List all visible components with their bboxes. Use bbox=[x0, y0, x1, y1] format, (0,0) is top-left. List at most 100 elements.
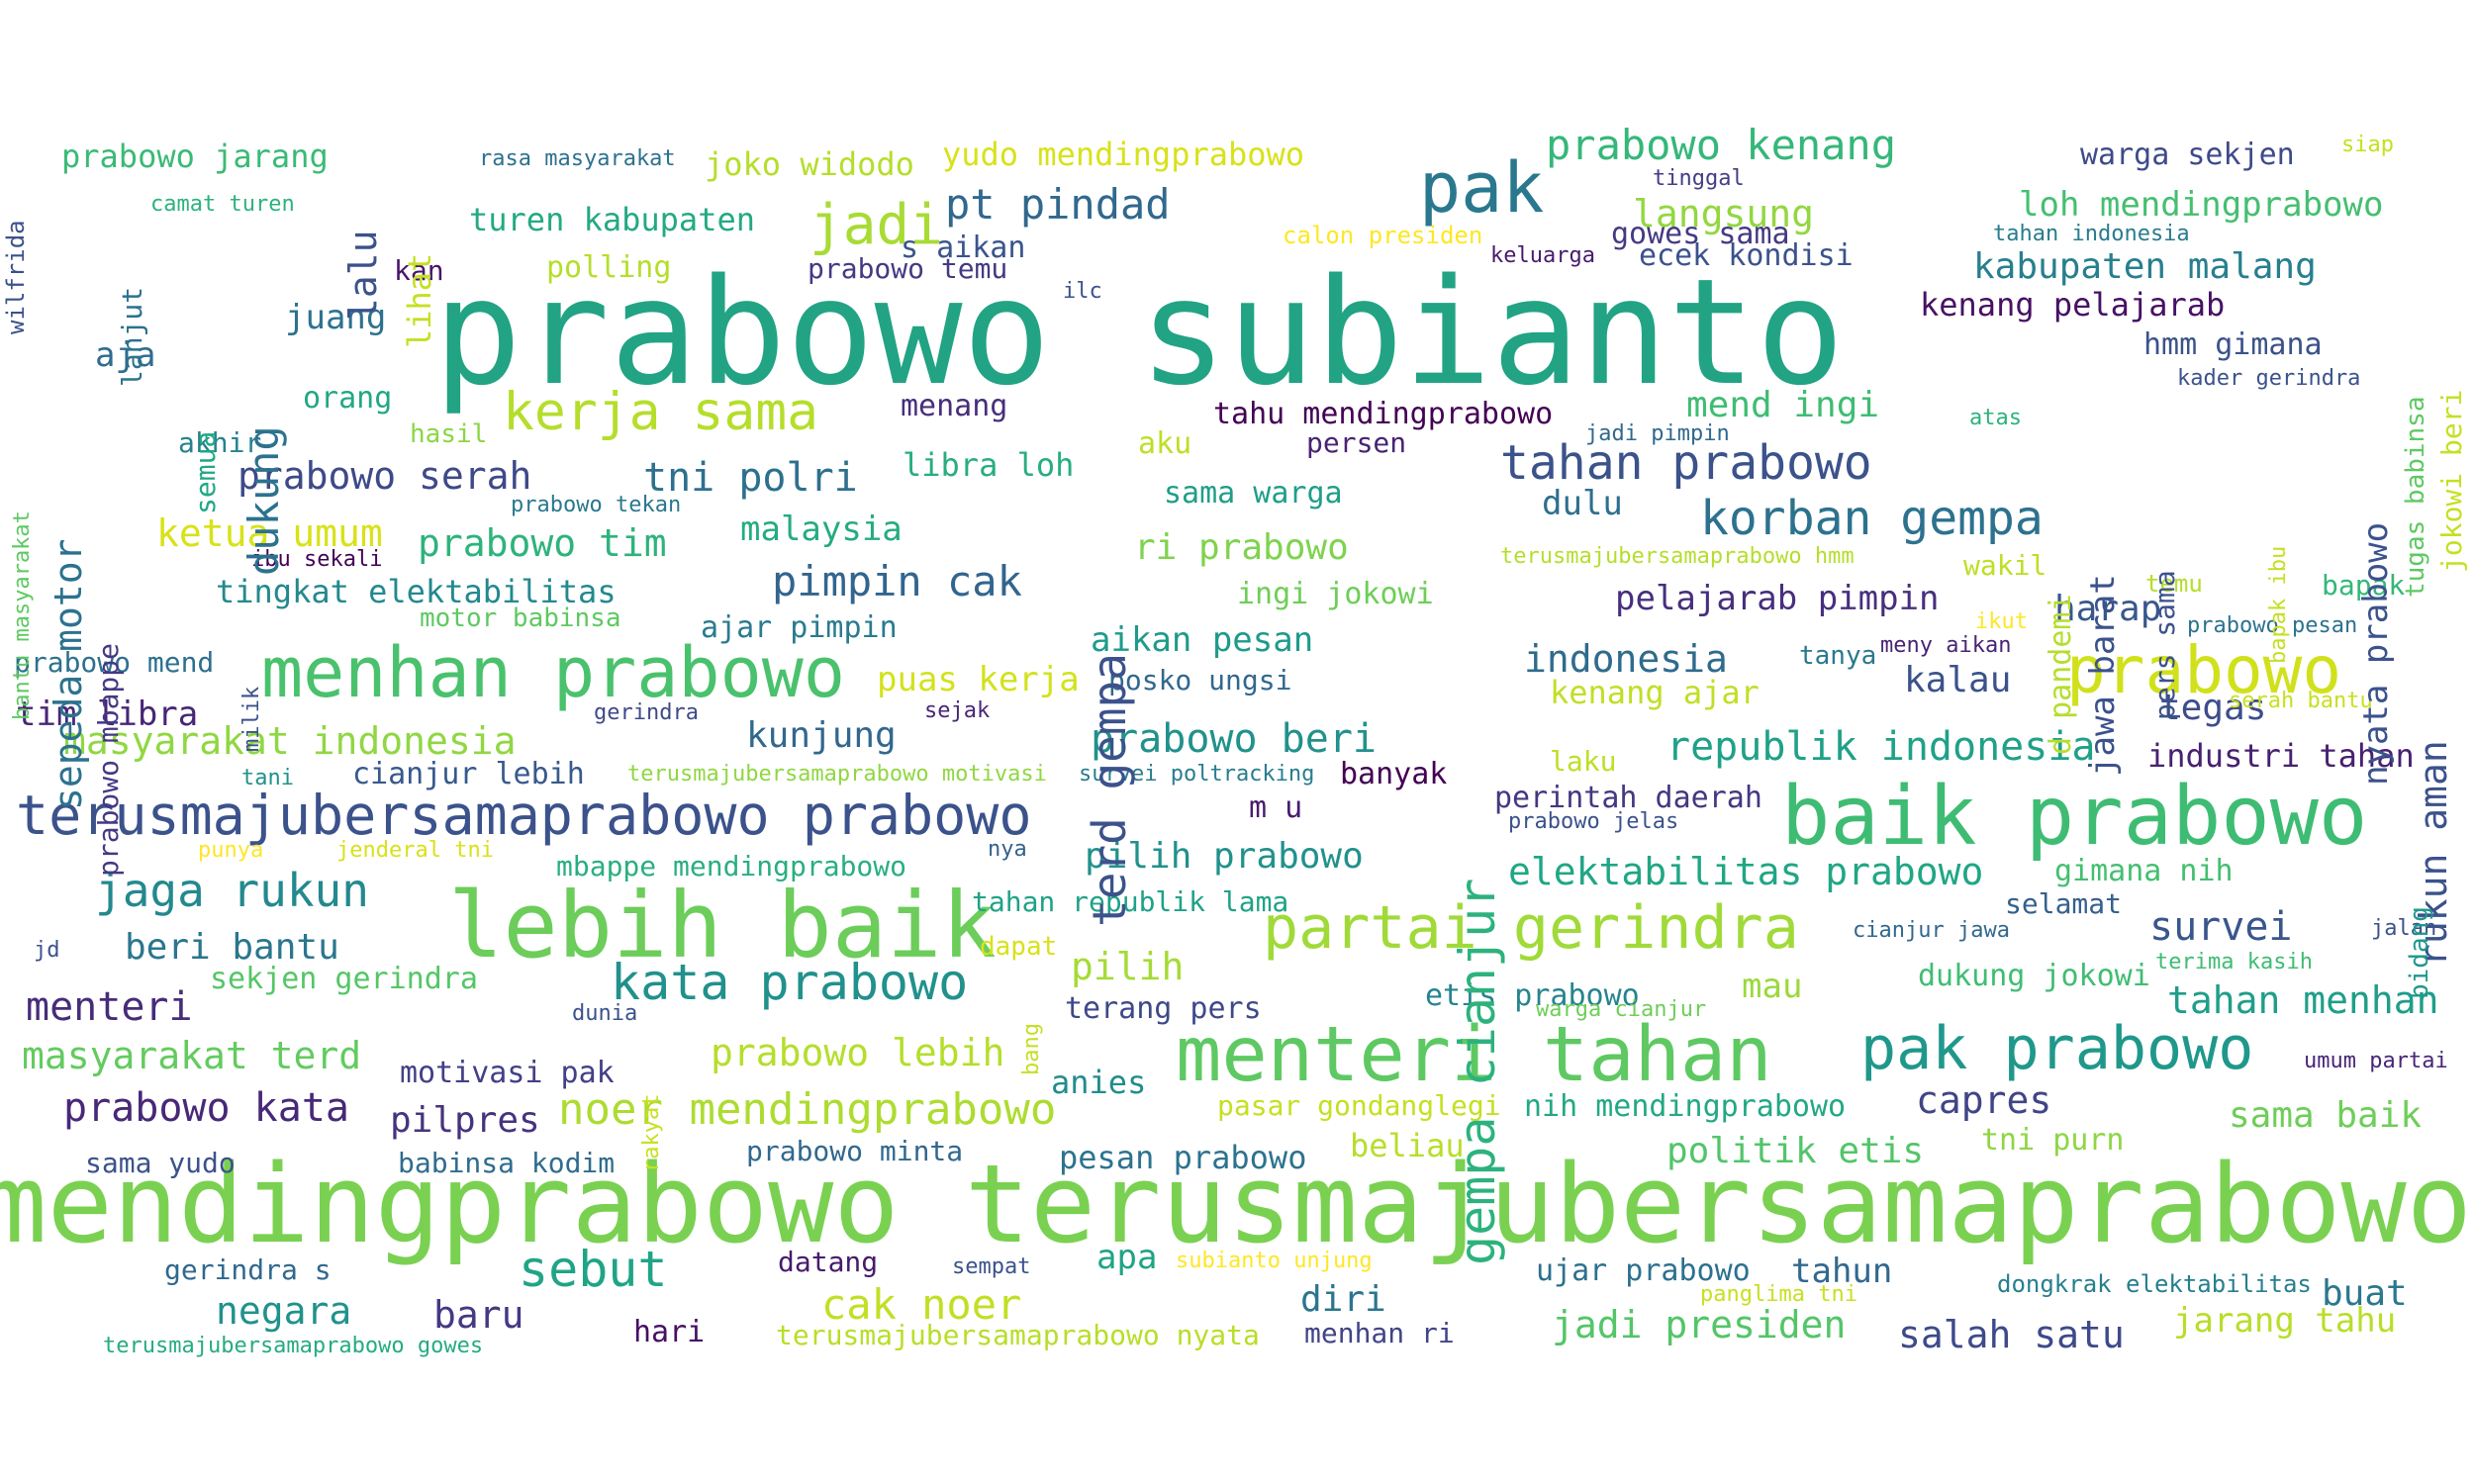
word: motor babinsa bbox=[420, 603, 621, 633]
word: tahan republik lama bbox=[972, 885, 1289, 918]
word: kan bbox=[394, 254, 444, 287]
word: jd bbox=[34, 938, 60, 963]
word: survei poltracking bbox=[1079, 762, 1315, 787]
word: aikan pesan bbox=[1091, 620, 1314, 660]
word: tim libra bbox=[16, 695, 199, 734]
word: pilih prabowo bbox=[1085, 836, 1364, 877]
word: tanya bbox=[1799, 641, 1877, 671]
word: apa bbox=[1096, 1238, 1158, 1277]
word: rasa masyarakat bbox=[479, 146, 676, 171]
word: sama yudo bbox=[85, 1147, 236, 1179]
word: cianjur lebih bbox=[352, 757, 585, 791]
word: ri prabowo bbox=[1134, 527, 1349, 568]
word: dulu bbox=[1542, 484, 1623, 523]
word: menteri tahan bbox=[1176, 1011, 1772, 1099]
word: kerja sama bbox=[503, 382, 819, 442]
word: mbappe mendingprabowo bbox=[556, 850, 907, 882]
word: jaga rukun bbox=[95, 864, 369, 917]
word: langsung bbox=[1633, 192, 1815, 235]
word: terima kasih bbox=[2155, 950, 2313, 974]
word: posko ungsi bbox=[1108, 664, 1292, 696]
word: ingi jokowi bbox=[1237, 577, 1434, 611]
word: tahan indonesia bbox=[1993, 222, 2190, 246]
word: tegas bbox=[2159, 688, 2267, 728]
word: temu bbox=[2145, 570, 2203, 598]
word: m u bbox=[1249, 790, 1303, 825]
word: kalau bbox=[1904, 660, 2012, 700]
word: dukung jokowi bbox=[1918, 959, 2150, 993]
word: dongkrak elektabilitas bbox=[1997, 1270, 2312, 1298]
word: baru bbox=[433, 1293, 524, 1337]
word: puas kerja bbox=[877, 660, 1080, 699]
word: sekjen gerindra bbox=[210, 962, 478, 996]
word: menhan ri bbox=[1304, 1317, 1455, 1349]
word: tinggal bbox=[1653, 166, 1745, 191]
word: mau bbox=[1742, 967, 1803, 1006]
word: prabowo serah bbox=[238, 454, 532, 498]
word: politik etis bbox=[1666, 1131, 1925, 1171]
word: beri bantu bbox=[125, 927, 339, 968]
word: beliau bbox=[1350, 1127, 1465, 1164]
word: rakyat bbox=[639, 1093, 664, 1172]
word: s aikan bbox=[901, 231, 1026, 265]
word: turen kabupaten bbox=[469, 201, 755, 238]
word: bantu masyarakat bbox=[10, 510, 35, 720]
word: prabowo jarang bbox=[61, 138, 329, 175]
word: aku bbox=[1138, 426, 1192, 461]
word: ikut bbox=[1975, 609, 2028, 634]
word: prabowo tekan bbox=[511, 493, 682, 517]
word: punya bbox=[198, 838, 264, 863]
word: etis prabowo bbox=[1425, 978, 1640, 1013]
word: kata prabowo bbox=[611, 954, 969, 1011]
word: joko widodo bbox=[705, 145, 914, 183]
word: prabowo beri bbox=[1091, 716, 1377, 762]
word: indonesia bbox=[1524, 637, 1728, 681]
word: pak prabowo bbox=[1860, 1014, 2254, 1083]
word: umum partai bbox=[2304, 1049, 2448, 1073]
word: prabowo jelas bbox=[1508, 809, 1679, 834]
word: semua bbox=[189, 430, 222, 514]
word: kenang pelajarab bbox=[1920, 286, 2226, 324]
word: libra loh bbox=[903, 446, 1075, 484]
word: pilpres bbox=[390, 1100, 540, 1141]
word: dunia bbox=[572, 1001, 638, 1026]
word: laku bbox=[1550, 745, 1617, 778]
word: kenang ajar bbox=[1550, 674, 1760, 711]
word: wakil bbox=[1963, 549, 2047, 582]
word: nya bbox=[988, 837, 1027, 862]
word: perintah daerah bbox=[1494, 781, 1762, 815]
word: juang bbox=[285, 298, 387, 337]
word: gowes sama bbox=[1611, 217, 1790, 251]
word: hari bbox=[633, 1315, 706, 1349]
word: prabowo pesan bbox=[2187, 613, 2358, 638]
word: pilih bbox=[1071, 945, 1185, 988]
word: elektabilitas prabowo bbox=[1508, 850, 1984, 893]
word: korban gempa bbox=[1700, 491, 2044, 546]
word: ajar pimpin bbox=[701, 610, 898, 645]
word: nyata prabowo bbox=[2356, 521, 2396, 786]
word: warga sekjen bbox=[2080, 138, 2295, 172]
word: dukung bbox=[239, 425, 288, 576]
word: kunjung bbox=[746, 715, 897, 756]
word: tni purn bbox=[1981, 1123, 2125, 1158]
word: survei bbox=[2149, 904, 2293, 950]
word: pimpin cak bbox=[772, 557, 1022, 605]
word: camat turen bbox=[150, 192, 295, 217]
word: lalu bbox=[341, 230, 385, 321]
word: sama baik bbox=[2229, 1095, 2423, 1136]
word: baik prabowo bbox=[1781, 770, 2368, 864]
word: kabupaten malang bbox=[1973, 246, 2317, 287]
word: noer mendingprabowo bbox=[558, 1084, 1057, 1135]
word: tahan prabowo bbox=[1500, 435, 1872, 491]
word: jadi bbox=[809, 193, 943, 257]
word: lebih baik bbox=[448, 873, 997, 978]
word: terd gempa bbox=[1083, 653, 1136, 927]
word: prabowo kenang bbox=[1546, 121, 1897, 169]
word: tingkat elektabilitas bbox=[216, 573, 617, 610]
word: akhir bbox=[178, 426, 262, 459]
word: gempa cianjur bbox=[1449, 878, 1506, 1265]
word: ilc bbox=[1063, 279, 1102, 304]
word: negara bbox=[216, 1289, 352, 1333]
word: d pandemi bbox=[2044, 594, 2078, 755]
word: milik bbox=[239, 686, 264, 752]
